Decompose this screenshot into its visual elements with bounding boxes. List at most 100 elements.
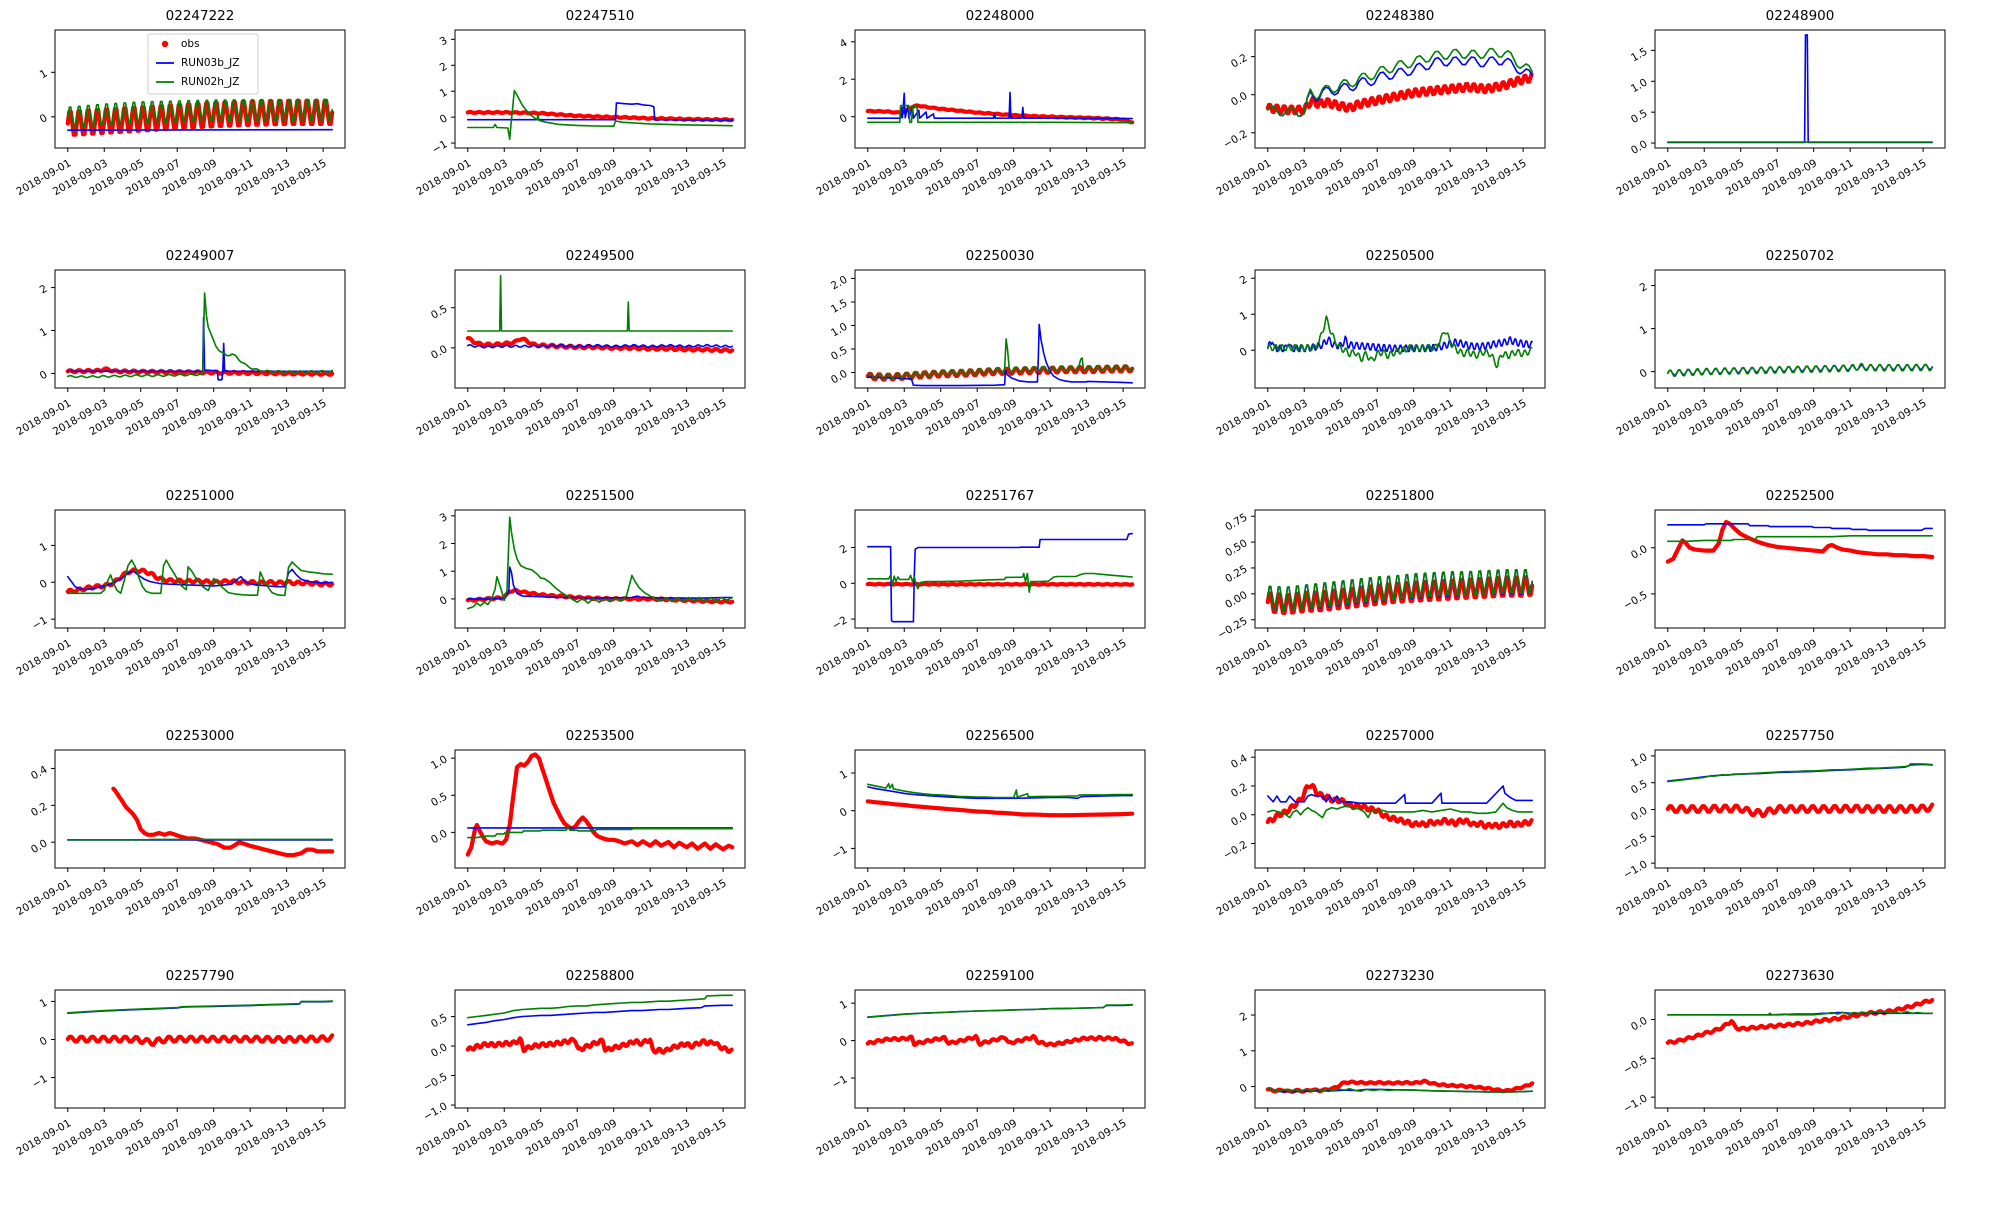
y-tick-label: 0.4 bbox=[29, 763, 50, 782]
series-obs-line bbox=[113, 789, 332, 855]
legend-label: RUN03b_JZ bbox=[181, 57, 239, 69]
y-tick-label: 0.0 bbox=[429, 343, 449, 362]
y-tick-label: 1.0 bbox=[829, 321, 849, 340]
y-tick-label: 0.2 bbox=[29, 801, 49, 820]
series-obs-line bbox=[1668, 522, 1932, 562]
y-tick-label: 0.0 bbox=[429, 828, 449, 847]
plot-title: 02251767 bbox=[966, 488, 1035, 504]
legend-label: RUN02h_JZ bbox=[181, 76, 239, 88]
y-tick-label: 2 bbox=[1238, 273, 1250, 287]
plot-canvas: 022490072018-09-012018-09-032018-09-0520… bbox=[0, 240, 400, 480]
y-tick-label: 0.75 bbox=[1223, 511, 1249, 533]
series-run02h-line bbox=[868, 1005, 1132, 1018]
y-tick-label: 1 bbox=[38, 541, 50, 555]
series-obs-line bbox=[468, 1038, 732, 1052]
plot-title: 02256500 bbox=[966, 728, 1035, 744]
y-tick-label: 2.0 bbox=[829, 274, 849, 293]
series-run03b-line bbox=[468, 1005, 732, 1025]
series-run03b-line bbox=[868, 534, 1132, 622]
plot-canvas: 022505002018-09-012018-09-032018-09-0520… bbox=[1200, 240, 1600, 480]
y-tick-label: −1 bbox=[830, 844, 849, 862]
plot-title: 02249500 bbox=[566, 248, 635, 264]
axes-frame bbox=[1255, 270, 1545, 388]
axes-frame bbox=[55, 510, 345, 628]
y-tick-label: −0.5 bbox=[1621, 1054, 1649, 1077]
y-tick-label: 1 bbox=[38, 997, 50, 1011]
series-run03b-line bbox=[1268, 336, 1532, 351]
series-obs-line bbox=[1668, 1000, 1932, 1043]
axes-frame bbox=[55, 990, 345, 1108]
series-run03b-line bbox=[868, 787, 1132, 798]
y-tick-label: 0.50 bbox=[1223, 537, 1249, 559]
y-tick-label: −0.2 bbox=[1221, 128, 1249, 151]
plot-title: 02247222 bbox=[166, 8, 235, 24]
y-tick-label: 0.25 bbox=[1223, 563, 1249, 585]
y-tick-label: −0.25 bbox=[1216, 615, 1250, 641]
y-tick-label: 1 bbox=[438, 86, 450, 100]
plot-canvas: 022507022018-09-012018-09-032018-09-0520… bbox=[1600, 240, 2000, 480]
plot-title: 02248380 bbox=[1366, 8, 1435, 24]
series-run03b-line bbox=[1668, 524, 1932, 531]
y-tick-label: 0 bbox=[838, 112, 850, 126]
series-run02h-line bbox=[1268, 803, 1532, 817]
legend-label: obs bbox=[181, 38, 200, 50]
axes-frame bbox=[1655, 30, 1945, 148]
plot-title: 02259100 bbox=[966, 968, 1035, 984]
plot-title: 02250500 bbox=[1366, 248, 1435, 264]
y-tick-label: 2 bbox=[438, 539, 450, 553]
y-tick-label: 0 bbox=[438, 112, 450, 126]
plot-canvas: 022495002018-09-012018-09-032018-09-0520… bbox=[400, 240, 800, 480]
series-obs-line bbox=[1268, 785, 1532, 828]
y-tick-label: 0.0 bbox=[429, 1041, 449, 1060]
plot-canvas: 022535002018-09-012018-09-032018-09-0520… bbox=[400, 720, 800, 960]
y-tick-label: 0 bbox=[838, 579, 850, 593]
plot-canvas: 022588002018-09-012018-09-032018-09-0520… bbox=[400, 960, 800, 1200]
plot-title: 02248000 bbox=[966, 8, 1035, 24]
plot-title: 02257000 bbox=[1366, 728, 1435, 744]
series-run02h-line bbox=[868, 784, 1132, 798]
plot-title: 02257750 bbox=[1766, 728, 1835, 744]
y-tick-label: 0.5 bbox=[1629, 778, 1649, 797]
y-tick-label: 0.00 bbox=[1223, 589, 1249, 611]
y-tick-label: −1.0 bbox=[1621, 858, 1649, 881]
y-tick-label: 0 bbox=[1638, 367, 1650, 381]
plot-canvas: 022591002018-09-012018-09-032018-09-0520… bbox=[800, 960, 1200, 1200]
series-run02h-line bbox=[68, 1001, 332, 1013]
plot-canvas: 022736302018-09-012018-09-032018-09-0520… bbox=[1600, 960, 2000, 1200]
y-tick-label: −1 bbox=[30, 1073, 49, 1091]
y-tick-label: 1.5 bbox=[1629, 46, 1649, 65]
y-tick-label: 1 bbox=[1238, 309, 1250, 323]
y-tick-label: 1.5 bbox=[829, 297, 849, 316]
y-tick-label: −1 bbox=[830, 1073, 849, 1091]
y-tick-label: 2 bbox=[438, 60, 450, 74]
y-tick-label: 0 bbox=[38, 577, 50, 591]
series-obs-line bbox=[868, 801, 1132, 815]
plot-title: 02247510 bbox=[566, 8, 635, 24]
series-obs-line bbox=[1268, 74, 1532, 113]
series-run02h-line bbox=[468, 276, 732, 331]
plot-canvas: 022570002018-09-012018-09-032018-09-0520… bbox=[1200, 720, 1600, 960]
y-tick-label: 0.0 bbox=[29, 837, 49, 856]
y-tick-label: 2 bbox=[1238, 1010, 1250, 1024]
y-tick-label: 0.0 bbox=[1229, 90, 1249, 109]
plot-title: 02251800 bbox=[1366, 488, 1435, 504]
y-tick-label: 0 bbox=[438, 594, 450, 608]
y-tick-label: −0.5 bbox=[1621, 589, 1649, 612]
y-tick-label: 0 bbox=[1238, 1082, 1250, 1096]
y-tick-label: 2 bbox=[38, 283, 50, 297]
y-tick-label: 0.0 bbox=[1629, 138, 1649, 157]
y-tick-label: 0 bbox=[838, 806, 850, 820]
y-tick-label: 0.0 bbox=[1629, 543, 1649, 562]
y-tick-label: 0 bbox=[38, 112, 50, 126]
y-tick-label: 0.4 bbox=[1229, 752, 1250, 771]
plot-title: 02250702 bbox=[1766, 248, 1835, 264]
y-tick-label: 1 bbox=[838, 768, 850, 782]
